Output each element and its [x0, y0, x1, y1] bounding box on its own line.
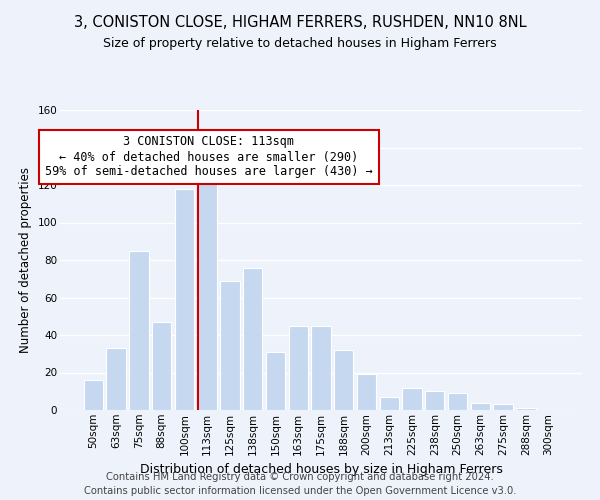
Bar	[425, 391, 445, 410]
Y-axis label: Number of detached properties: Number of detached properties	[19, 167, 32, 353]
Bar	[470, 402, 490, 410]
Bar	[403, 388, 422, 410]
Bar	[334, 350, 353, 410]
Bar	[197, 172, 217, 410]
Bar	[220, 280, 239, 410]
Bar	[311, 326, 331, 410]
Text: Size of property relative to detached houses in Higham Ferrers: Size of property relative to detached ho…	[103, 38, 497, 51]
Text: 3 CONISTON CLOSE: 113sqm
← 40% of detached houses are smaller (290)
59% of semi-: 3 CONISTON CLOSE: 113sqm ← 40% of detach…	[45, 136, 373, 178]
Bar	[129, 250, 149, 410]
Bar	[106, 348, 126, 410]
Text: 3, CONISTON CLOSE, HIGHAM FERRERS, RUSHDEN, NN10 8NL: 3, CONISTON CLOSE, HIGHAM FERRERS, RUSHD…	[74, 15, 526, 30]
Bar	[243, 268, 262, 410]
Bar	[289, 326, 308, 410]
Text: Contains public sector information licensed under the Open Government Licence v3: Contains public sector information licen…	[84, 486, 516, 496]
Text: Contains HM Land Registry data © Crown copyright and database right 2024.: Contains HM Land Registry data © Crown c…	[106, 472, 494, 482]
Bar	[380, 397, 399, 410]
Bar	[266, 352, 285, 410]
X-axis label: Distribution of detached houses by size in Higham Ferrers: Distribution of detached houses by size …	[140, 463, 502, 476]
Bar	[84, 380, 103, 410]
Bar	[516, 408, 536, 410]
Bar	[493, 404, 513, 410]
Bar	[152, 322, 172, 410]
Bar	[175, 188, 194, 410]
Bar	[357, 374, 376, 410]
Bar	[448, 393, 467, 410]
